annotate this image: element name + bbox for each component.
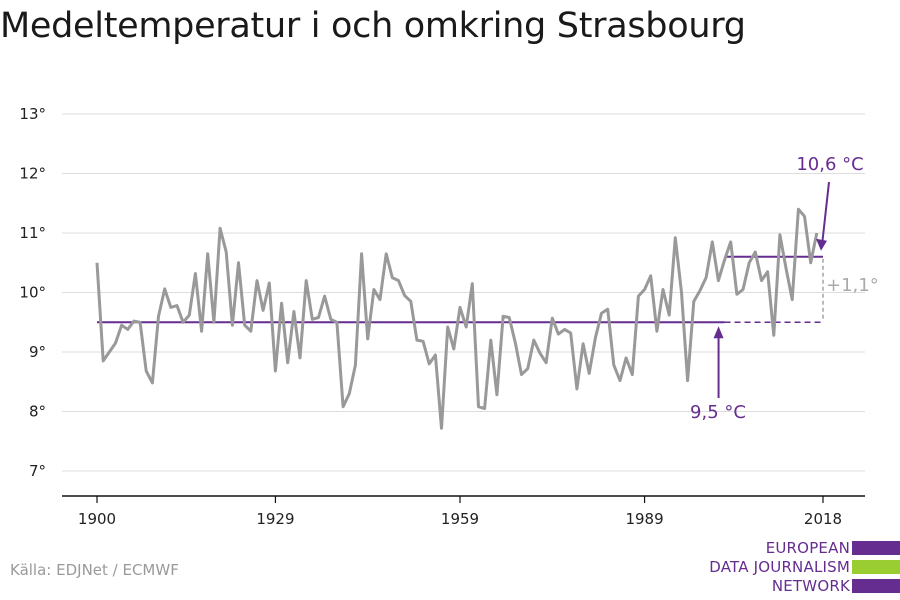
- y-tick-label: 12°: [19, 165, 46, 183]
- x-tick-label: 1900: [78, 510, 116, 528]
- edjnet-logo: EUROPEAN DATA JOURNALISM NETWORK: [700, 539, 900, 595]
- x-tick-label: 1959: [441, 510, 479, 528]
- logo-line-1: EUROPEAN: [765, 539, 850, 557]
- annotations: +1,1° 9,5 °C 10,6 °C: [690, 154, 879, 423]
- y-axis-ticks: 7° 8° 9° 10° 11° 12° 13°: [19, 105, 46, 480]
- recent-mean-label: 10,6 °C: [796, 154, 863, 175]
- y-tick-label: 11°: [19, 224, 46, 242]
- logo-line-3: NETWORK: [771, 577, 850, 595]
- grid-lines: [62, 113, 865, 472]
- x-axis-ticks: 1900 1929 1959 1989 2018: [78, 496, 842, 528]
- chart-title: Medeltemperatur i och omkring Strasbourg: [0, 6, 746, 46]
- logo-bar-purple-top: [852, 541, 900, 555]
- x-tick-label: 2018: [804, 510, 842, 528]
- logo-bar-green: [852, 560, 900, 574]
- y-tick-label: 7°: [29, 462, 46, 480]
- difference-label: +1,1°: [826, 275, 879, 296]
- y-tick-label: 10°: [19, 284, 46, 302]
- y-tick-label: 9°: [29, 343, 46, 361]
- x-tick-label: 1989: [625, 510, 663, 528]
- logo-bar-purple-bottom: [852, 579, 900, 593]
- x-tick-label: 1929: [256, 510, 294, 528]
- recent-arrow-shaft: [821, 181, 830, 241]
- y-tick-label: 13°: [19, 105, 46, 123]
- source-note: Källa: EDJNet / ECMWF: [10, 561, 179, 579]
- baseline-mean-label: 9,5 °C: [690, 402, 746, 423]
- y-tick-label: 8°: [29, 403, 46, 421]
- baseline-arrow-head: [713, 326, 724, 339]
- recent-arrow-head: [816, 238, 827, 251]
- temperature-series-line: [95, 207, 819, 430]
- logo-line-2: DATA JOURNALISM: [709, 558, 850, 576]
